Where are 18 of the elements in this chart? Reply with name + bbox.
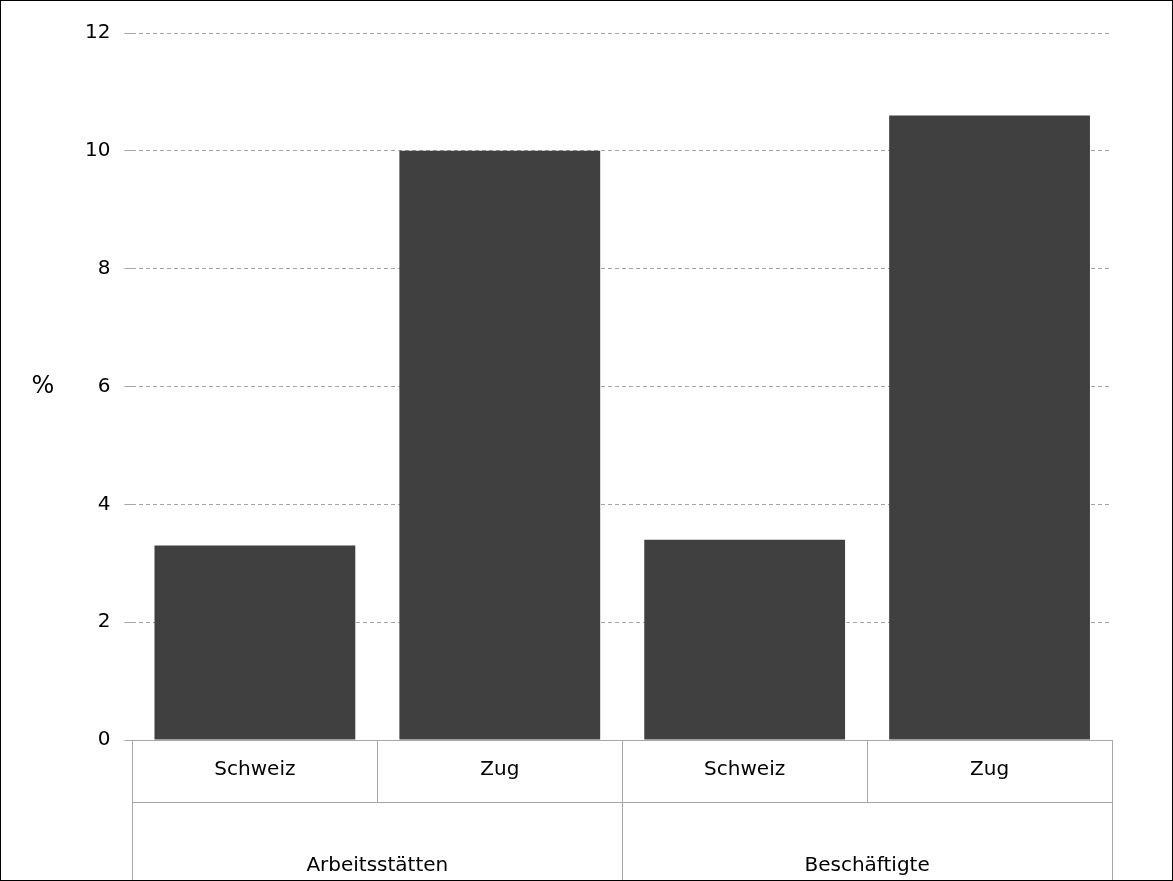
y-tick-label: 10 (85, 137, 111, 162)
bar (154, 545, 356, 740)
y-tick-label: 6 (97, 372, 111, 397)
text: Arbeitsstätten (306, 852, 449, 877)
y-tick-label: 8 (97, 254, 111, 279)
y-tick-label: 4 (97, 490, 111, 515)
y-tick-label: 12 (85, 19, 111, 44)
x-tick-label: Schweiz (214, 756, 296, 781)
bar (399, 150, 601, 740)
bar (644, 539, 846, 740)
y-axis-title: % (31, 370, 55, 399)
text: Beschäftigte (804, 852, 930, 877)
y-tick-label: 0 (97, 726, 111, 751)
y-tick-label: 2 (97, 608, 111, 633)
x-tick-label: Zug (970, 756, 1010, 781)
x-tick-label: Schweiz (704, 756, 786, 781)
x-tick-label: Zug (480, 756, 520, 781)
bar (889, 115, 1090, 740)
